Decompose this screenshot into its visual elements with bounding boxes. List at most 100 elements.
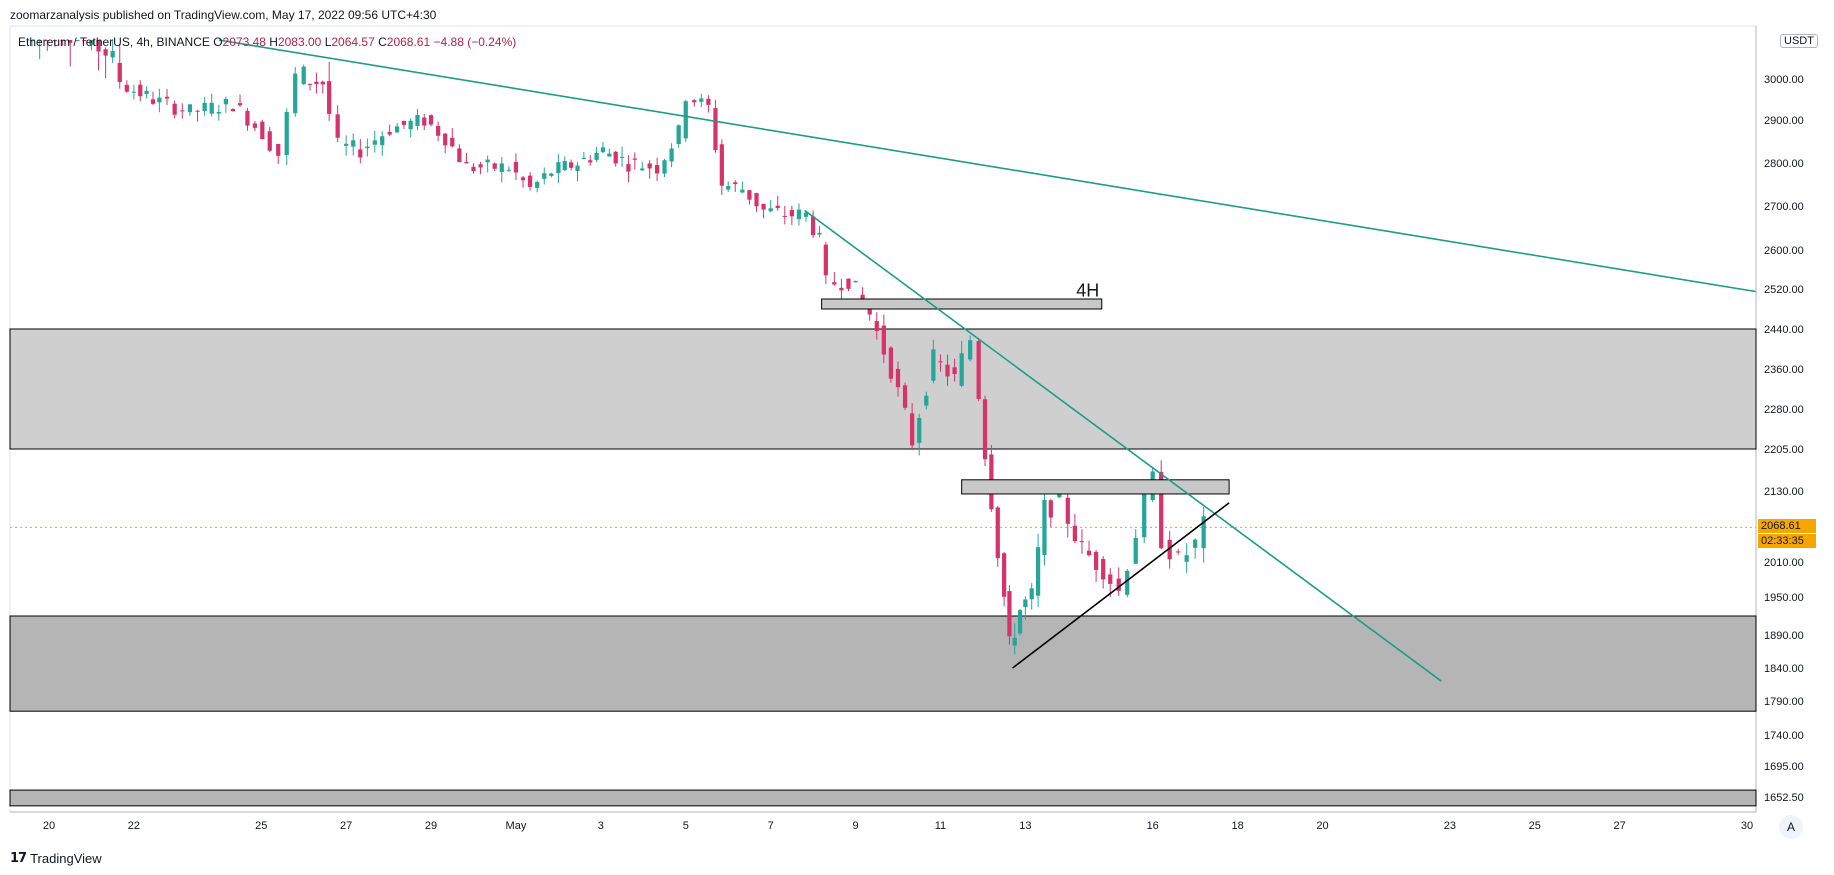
brand-label: TradingView — [30, 850, 102, 866]
candle-body — [888, 347, 894, 379]
candle-body — [117, 62, 122, 82]
candle-body — [995, 507, 1000, 559]
candle-body — [471, 166, 476, 172]
candle-body — [542, 173, 547, 179]
x-tick-label: 25 — [1529, 820, 1541, 832]
candle-body — [924, 395, 929, 406]
x-tick-label: 29 — [425, 820, 437, 832]
candle-body — [535, 181, 540, 189]
y-tick-label: 2280.00 — [1764, 404, 1804, 416]
candle-body — [1017, 610, 1023, 634]
x-tick-label: May — [506, 820, 527, 832]
candle-body — [1125, 570, 1130, 595]
y-tick-label: 1652.50 — [1764, 792, 1804, 804]
footer-brand[interactable]: 𝟭𝟳 TradingView — [10, 850, 102, 866]
x-tick-label: 30 — [1741, 820, 1753, 832]
candle-body — [187, 104, 193, 113]
candle-body — [209, 102, 214, 114]
candle-body — [860, 294, 865, 302]
candle-body — [692, 100, 697, 103]
y-tick-label: 2440.00 — [1764, 324, 1804, 336]
candle-body — [527, 175, 533, 187]
candle-body — [164, 96, 170, 99]
candle-body — [1167, 539, 1172, 560]
symbol-label[interactable]: Ethereum / TetherUS, 4h, BINANCE — [18, 35, 210, 49]
candle-body — [45, 40, 50, 41]
currency-button[interactable]: USDT — [1780, 34, 1818, 48]
candle-body — [549, 173, 554, 176]
candle-body — [619, 156, 625, 158]
candle-body — [754, 193, 759, 207]
candle-body — [380, 136, 385, 146]
y-tick-label: 3000.00 — [1764, 74, 1804, 86]
candle-body — [613, 151, 618, 164]
close-value: 2068.61 — [386, 35, 431, 49]
candle-body — [506, 169, 511, 171]
candle-body — [881, 325, 886, 355]
x-tick-label: 25 — [255, 820, 267, 832]
candle-body — [216, 112, 221, 114]
candle-body — [422, 117, 427, 126]
candle-body — [245, 110, 250, 126]
candle-body — [138, 84, 143, 97]
candle-body — [89, 40, 94, 45]
candle-body — [307, 83, 313, 85]
candle-body — [581, 157, 586, 159]
candle-body — [575, 165, 580, 171]
candle-body — [1065, 497, 1070, 524]
candle-body — [335, 114, 340, 138]
candle-body — [358, 149, 363, 158]
candle-body — [832, 282, 837, 285]
candle-body — [895, 368, 901, 388]
candle-body — [1133, 537, 1138, 564]
candle-body — [740, 189, 745, 193]
high-label: H — [269, 35, 278, 49]
candle-body — [747, 190, 752, 200]
y-tick-label: 1790.00 — [1764, 696, 1804, 708]
candle-body — [365, 146, 370, 149]
candle-body — [761, 203, 766, 210]
candle-body — [839, 287, 844, 291]
candle-body — [276, 143, 281, 156]
candle-body — [110, 51, 115, 58]
candle-body — [478, 164, 483, 168]
candle-body — [803, 212, 809, 217]
candle-body — [260, 121, 265, 140]
x-tick-label: 27 — [340, 820, 352, 832]
candle-body — [37, 40, 42, 41]
x-tick-label: 20 — [1316, 820, 1328, 832]
high-value: 2083.00 — [277, 35, 322, 49]
candle-body — [867, 306, 872, 315]
close-label: C — [378, 35, 387, 49]
candle-body — [327, 81, 332, 114]
candle-body — [372, 140, 377, 145]
short-downtrend-line — [804, 209, 1442, 682]
ohlc-legend: Ethereum / TetherUS, 4h, BINANCE O2073.4… — [18, 35, 516, 49]
candle-body — [874, 321, 879, 332]
candle-body — [556, 162, 561, 174]
current-price-tag: 2068.61 — [1758, 519, 1816, 533]
candle-body — [726, 185, 731, 190]
candle-body — [1093, 551, 1099, 570]
candle-body — [180, 110, 185, 112]
candle-body — [394, 126, 400, 133]
header-bar: zoomarzanalysis published on TradingView… — [0, 0, 1834, 26]
candle-body — [408, 120, 413, 130]
candle-body — [810, 216, 816, 236]
candle-body — [1035, 547, 1041, 596]
candle-body — [1042, 499, 1047, 555]
candle-body — [1108, 574, 1113, 584]
countdown-tag: 02:33:35 — [1758, 534, 1816, 548]
autoscale-button[interactable]: A — [1779, 815, 1803, 839]
candle-body — [351, 140, 356, 147]
y-tick-label: 2130.00 — [1764, 486, 1804, 498]
candle-body — [683, 101, 688, 139]
candle-body — [959, 353, 964, 386]
candle-body — [401, 120, 407, 125]
candle-body — [910, 413, 915, 446]
candle-body — [124, 84, 129, 92]
candle-body — [632, 158, 637, 160]
candle-body — [1072, 525, 1077, 542]
candle-body — [252, 123, 258, 128]
